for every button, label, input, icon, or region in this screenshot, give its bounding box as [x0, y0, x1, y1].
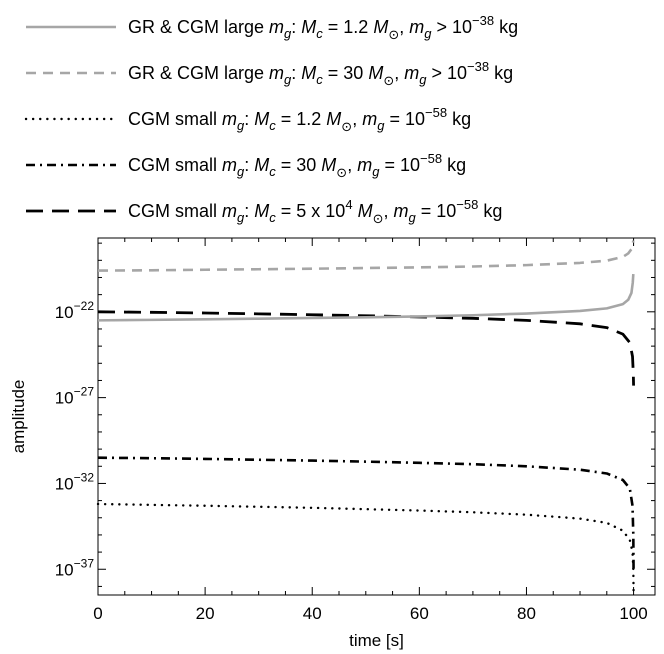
series-line-2: [97, 240, 635, 272]
legend-label: GR & CGM large mg: Mc = 30 M⊙, mg > 10−3…: [128, 59, 513, 88]
series-line-4: [97, 456, 635, 573]
legend-label: CGM small mg: Mc = 30 M⊙, mg = 10−58 kg: [128, 151, 466, 180]
series-line-1: [97, 273, 635, 322]
legend-entry-4: CGM small mg: Mc = 30 M⊙, mg = 10−58 kg: [26, 151, 466, 180]
y-axis-label: amplitude: [9, 380, 28, 454]
x-axis-label: time [s]: [349, 631, 404, 650]
series-line-3: [96, 502, 635, 593]
y-tick-label: 10−27: [55, 385, 95, 408]
x-tick-label: 20: [196, 604, 215, 623]
legend-entry-1: GR & CGM large mg: Mc = 1.2 M⊙, mg > 10−…: [26, 13, 518, 42]
legend-entry-3: CGM small mg: Mc = 1.2 M⊙, mg = 10−58 kg: [24, 105, 471, 134]
x-axis-tick-labels: 0 20 40 60 80 100: [93, 604, 647, 623]
legend-label: CGM small mg: Mc = 5 x 104 M⊙, mg = 10−5…: [128, 197, 502, 226]
x-tick-label: 40: [303, 604, 322, 623]
x-tick-label: 0: [93, 604, 102, 623]
x-tick-label: 80: [517, 604, 536, 623]
plot-frame: [97, 237, 656, 596]
x-tick-label: 100: [619, 604, 647, 623]
legend-entry-2: GR & CGM large mg: Mc = 30 M⊙, mg > 10−3…: [26, 59, 513, 88]
legend-entry-5: CGM small mg: Mc = 5 x 104 M⊙, mg = 10−5…: [26, 197, 502, 226]
y-axis-tick-labels: 10−22 10−27 10−32 10−37: [55, 299, 95, 579]
series-layer: [96, 240, 635, 593]
y-tick-label: 10−32: [55, 470, 95, 493]
legend: GR & CGM large mg: Mc = 1.2 M⊙, mg > 10−…: [24, 13, 518, 226]
legend-label: GR & CGM large mg: Mc = 1.2 M⊙, mg > 10−…: [128, 13, 518, 42]
y-tick-label: 10−22: [55, 299, 95, 322]
x-tick-label: 60: [410, 604, 429, 623]
y-tick-label: 10−37: [55, 556, 95, 579]
series-line-5: [97, 310, 635, 386]
legend-label: CGM small mg: Mc = 1.2 M⊙, mg = 10−58 kg: [128, 105, 471, 134]
plot-area: [96, 237, 656, 596]
axis-ticks: [97, 238, 655, 595]
